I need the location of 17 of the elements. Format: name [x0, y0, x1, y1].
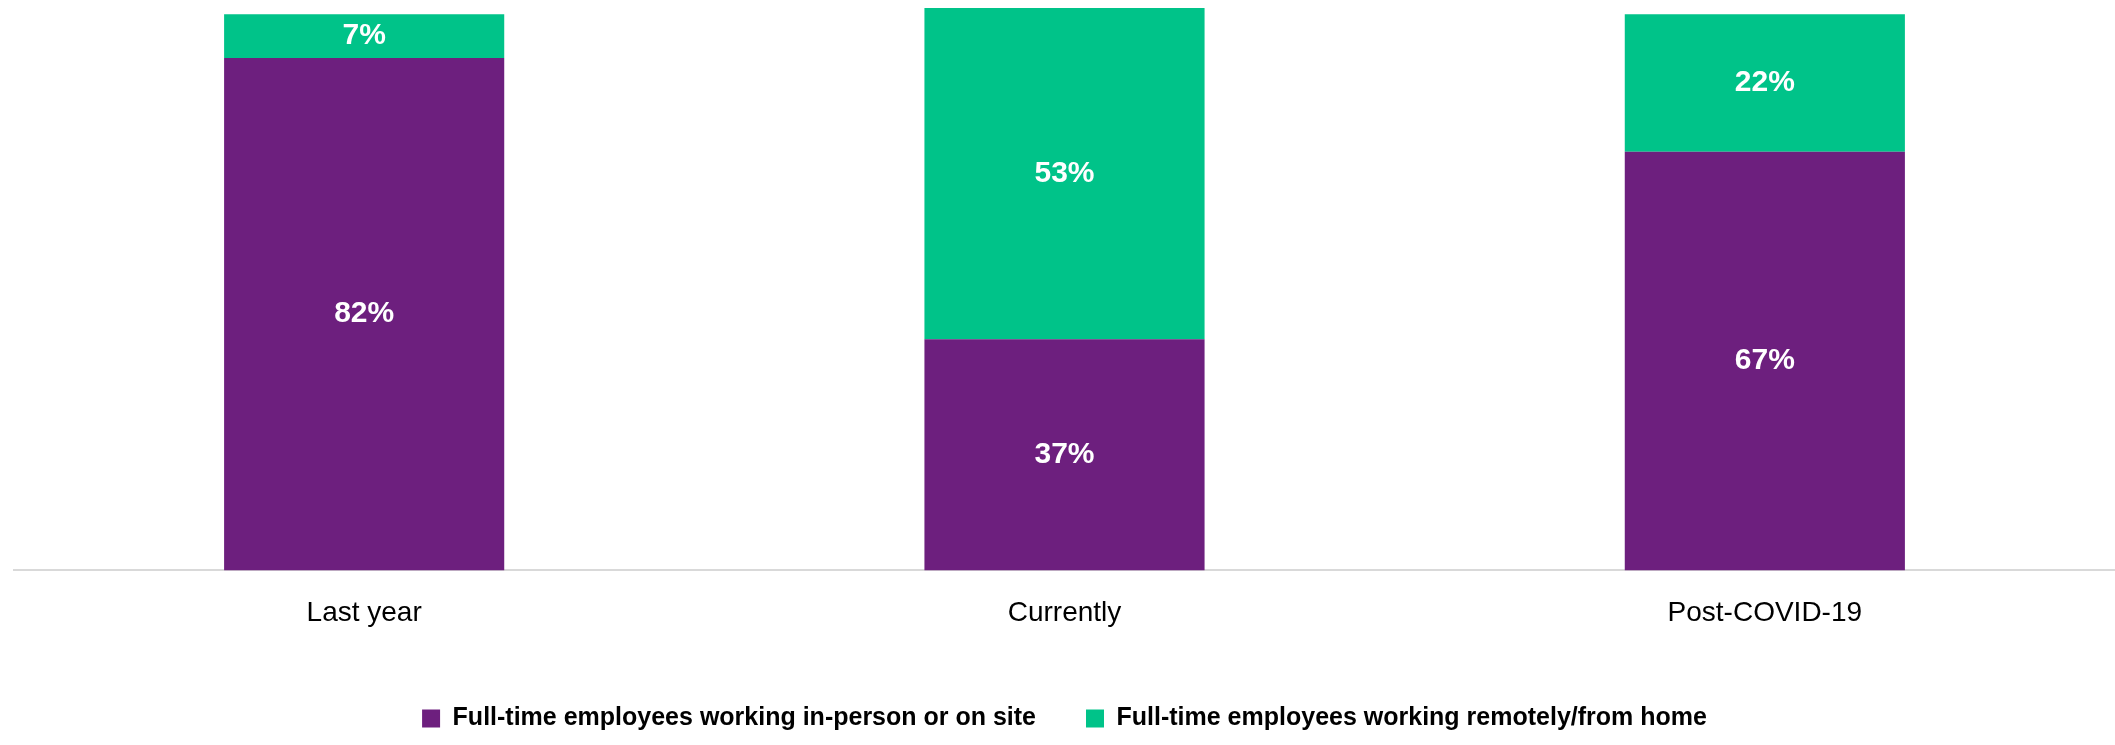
data-label: 82% — [334, 295, 395, 329]
data-label: 7% — [342, 17, 386, 51]
x-tick-label: Last year — [306, 595, 422, 627]
x-tick-label: Currently — [1007, 595, 1122, 627]
legend-label: Full-time employees working in-person or on site — [452, 702, 1037, 731]
bar — [224, 57, 505, 571]
data-label: 67% — [1734, 342, 1795, 376]
bar — [1624, 14, 1905, 152]
legend-label: Full-time employees working remotely/from home — [1116, 702, 1708, 731]
bar — [1624, 151, 1905, 571]
bar — [924, 339, 1205, 571]
data-label: 22% — [1734, 64, 1795, 98]
data-label: 37% — [1034, 436, 1095, 470]
bar — [224, 14, 505, 58]
bar — [924, 8, 1205, 340]
x-tick-label: Post-COVID-19 — [1667, 595, 1863, 627]
data-label: 53% — [1034, 154, 1095, 188]
